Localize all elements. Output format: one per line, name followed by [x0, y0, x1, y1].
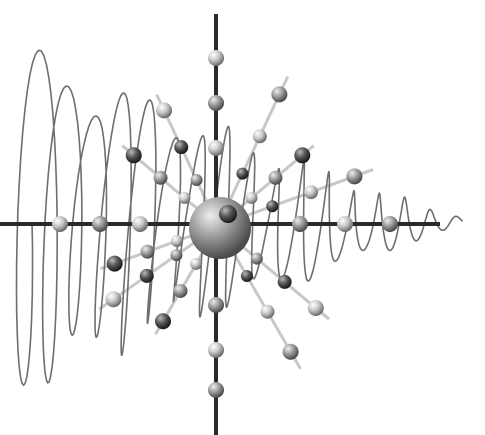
rod-sphere: [153, 170, 168, 185]
rod-sphere: [245, 191, 258, 204]
rod-sphere: [125, 147, 142, 164]
vertical-sphere: [208, 342, 224, 358]
spheres: [52, 50, 398, 398]
rod-sphere: [271, 86, 288, 103]
horizontal-sphere: [52, 216, 68, 232]
rod-sphere: [105, 291, 122, 308]
rod-sphere: [178, 191, 191, 204]
rod-sphere: [190, 174, 203, 187]
rod-sphere: [139, 268, 154, 283]
rod-sphere: [266, 200, 279, 213]
rod-sphere: [346, 168, 363, 185]
rod-sphere: [304, 185, 319, 200]
vertical-sphere: [208, 382, 224, 398]
rod-sphere: [294, 147, 311, 164]
rod-sphere: [307, 300, 324, 317]
rod-sphere: [252, 129, 267, 144]
central-small-sphere: [219, 205, 237, 223]
rod-sphere: [236, 167, 249, 180]
horizontal-sphere: [292, 216, 308, 232]
rod-sphere: [250, 252, 263, 265]
rod-sphere: [155, 313, 171, 330]
rod-sphere: [170, 234, 183, 247]
rod-sphere: [156, 102, 173, 119]
rod-sphere: [173, 283, 188, 298]
rod-sphere: [190, 257, 203, 270]
rod-sphere: [140, 244, 155, 259]
horizontal-sphere: [132, 216, 148, 232]
rod-sphere: [170, 249, 183, 262]
vertical-sphere: [208, 95, 224, 111]
rod-sphere: [174, 140, 189, 155]
rod-sphere: [268, 170, 283, 185]
vertical-sphere: [208, 297, 224, 313]
rod-sphere: [260, 304, 275, 319]
horizontal-sphere: [92, 216, 108, 232]
horizontal-sphere: [382, 216, 398, 232]
vertical-sphere: [208, 140, 224, 156]
vertical-sphere: [208, 50, 224, 66]
rod-sphere: [282, 343, 299, 360]
central-sphere: [189, 197, 251, 259]
rod-sphere: [240, 270, 253, 283]
horizontal-sphere: [337, 216, 353, 232]
rod-sphere: [106, 255, 123, 272]
rod-sphere: [277, 274, 292, 289]
